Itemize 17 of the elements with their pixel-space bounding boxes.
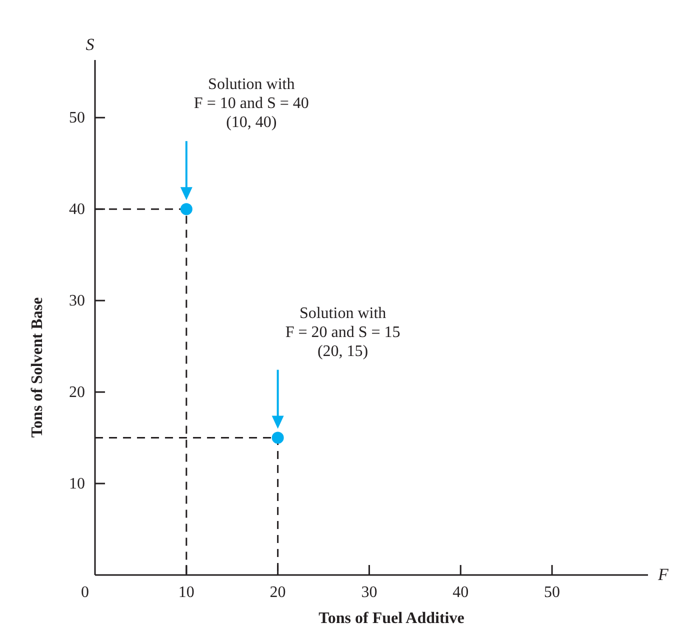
text: S	[86, 35, 95, 54]
x-tick-label: 30	[361, 584, 378, 601]
x-tick-label: 0	[81, 584, 89, 601]
x-axis-title: Tons of Fuel Additive	[318, 610, 464, 627]
y-tick-label: 30	[69, 292, 85, 310]
y-tick-label: 40	[69, 201, 85, 218]
x-tick-label: 10	[178, 584, 194, 601]
y-axis-title: Tons of Solvent Base	[29, 297, 46, 438]
x-tick-label: 50	[544, 584, 560, 601]
y-tick-label: 10	[69, 476, 85, 493]
x-tick-label: 20	[270, 584, 286, 601]
x-tick-label: 40	[452, 584, 469, 601]
y-tick-label: 50	[69, 110, 85, 127]
annotation: Solution with F = 20 and S = 15 (20, 15)	[285, 304, 400, 360]
annotation: Solution with F = 10 and S = 40 (10, 40)	[194, 76, 309, 132]
text: F	[657, 565, 669, 584]
y-tick-label: 20	[69, 384, 85, 402]
